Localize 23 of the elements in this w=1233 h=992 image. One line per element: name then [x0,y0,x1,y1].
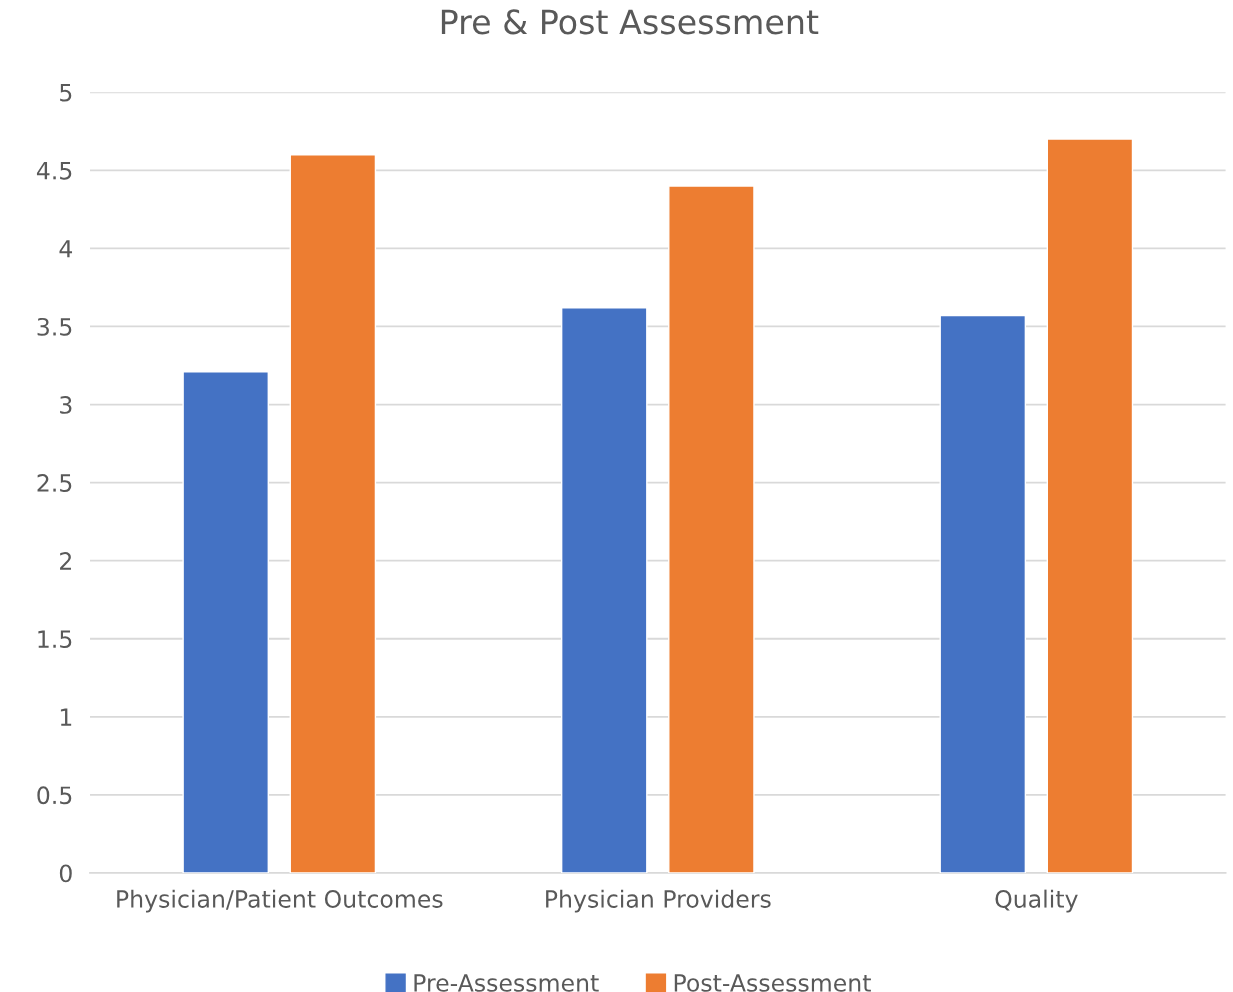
bar [1046,138,1134,873]
bar [182,371,269,873]
chart-title: Pre & Post Assessment [441,9,819,35]
y-tick-label: 1 [60,708,72,726]
y-tick-label: 0.5 [37,786,72,805]
bar [668,185,755,873]
y-tick-label: 1.5 [38,630,72,649]
y-tick-label: 5 [60,84,72,102]
x-tick-label: Physician/Patient Outcomes [117,889,443,913]
y-tick-label: 2.5 [37,474,72,492]
y-tick-label: 4.5 [36,162,72,180]
x-tick-label: Physician Providers [546,889,771,913]
y-tick-label: 3 [60,395,72,414]
y-tick-label: 4 [59,240,73,258]
bar [939,314,1027,873]
y-tick-label: 3.5 [37,317,72,336]
legend-label: Post-Assessment [674,974,871,992]
bar [289,154,377,873]
y-tick-label: 2 [60,552,71,570]
x-tick-label: Quality [995,889,1078,913]
y-tick-label: 0 [59,864,72,883]
bar [560,307,648,873]
legend-label: Pre-Assessment [414,974,599,992]
